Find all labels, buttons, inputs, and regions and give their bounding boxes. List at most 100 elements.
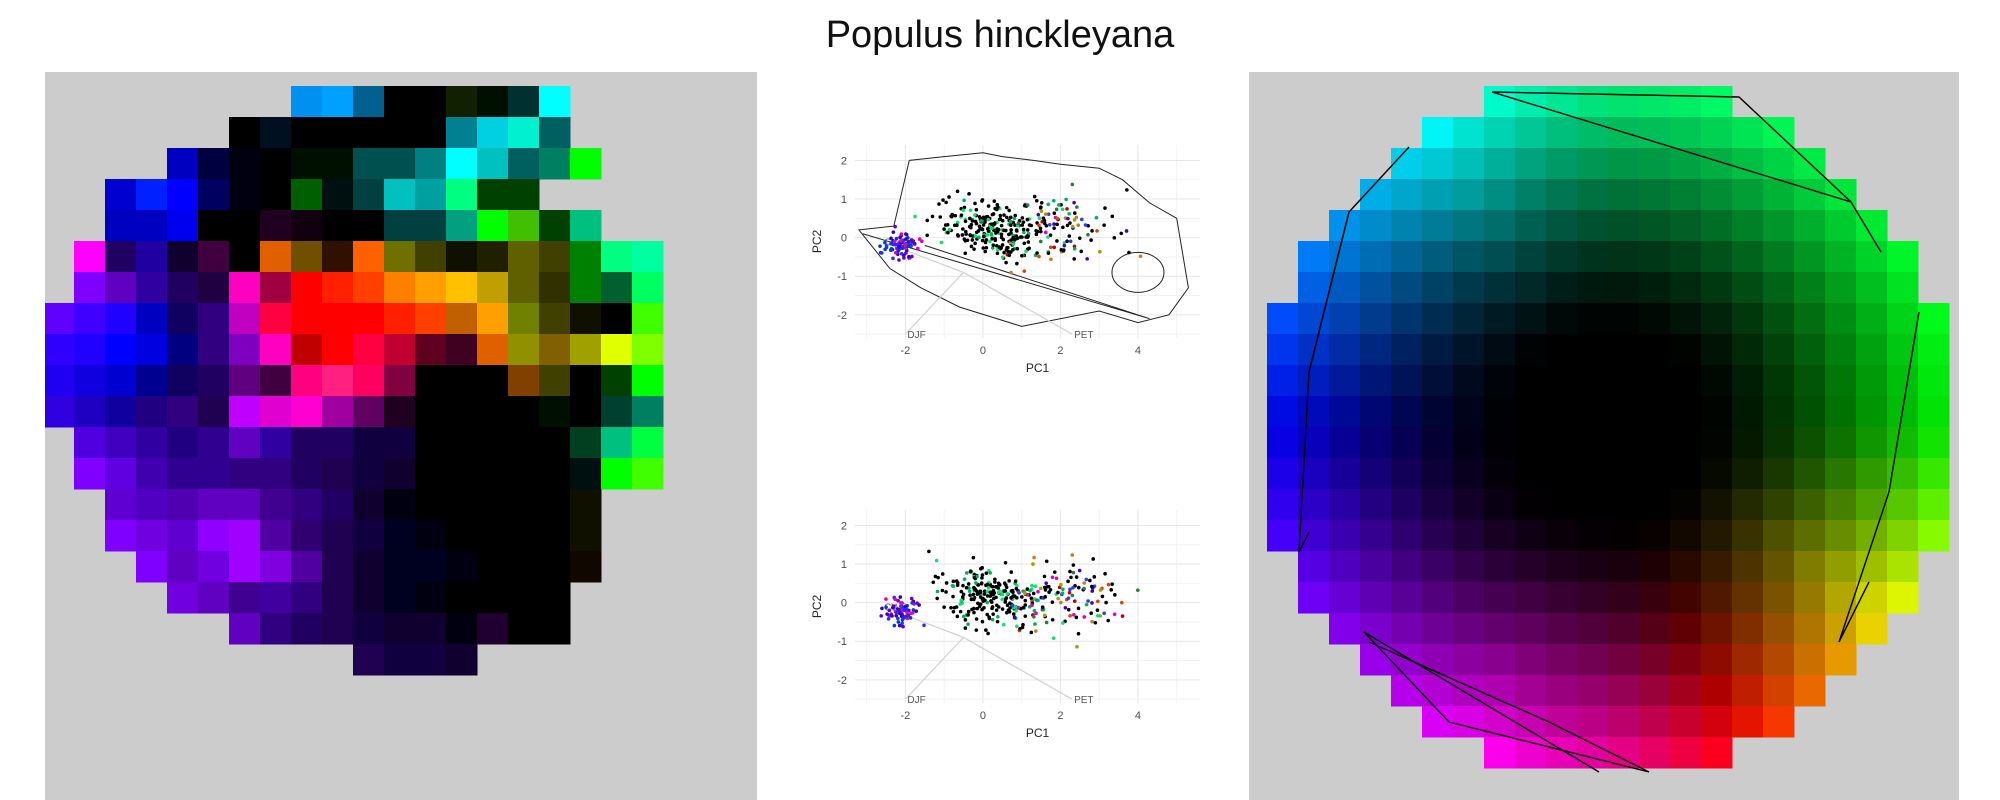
legend-cell [1298,489,1330,521]
grid-cell [353,458,385,490]
legend-cell [1608,582,1640,614]
scatter-point [979,219,984,223]
scatter-point [1061,225,1065,230]
scatter-point [1044,224,1049,228]
y-axis-label: PC2 [810,595,824,619]
grid-cell [229,303,261,335]
grid-cell [353,179,385,211]
grid-cell [415,582,447,614]
legend-cell [1267,427,1299,459]
legend-cell [1701,613,1733,645]
scatter-point [949,214,954,219]
grid-cell [198,272,230,304]
scatter-point [959,213,964,218]
scatter-point [1065,239,1069,244]
grid-cell [105,489,137,521]
legend-cell [1639,365,1671,397]
plot-title: Populus hinckleyana [825,14,1175,56]
scatter-point [899,232,904,236]
scatter-point [1109,588,1113,592]
scatter-point [1089,611,1093,616]
scatter-point [1008,223,1013,227]
legend-cell [1546,241,1578,273]
legend-cell [1670,644,1702,676]
legend-cell [1453,179,1485,211]
legend-cell [1453,272,1485,304]
legend-cell [1732,458,1764,490]
scatter-point [994,584,999,589]
legend-cell [1608,334,1640,366]
legend-cell [1484,148,1516,180]
grid-cell [322,520,354,552]
legend-cell [1422,427,1454,459]
grid-cell [446,458,478,490]
scatter-point [979,581,984,585]
scatter-point [927,549,931,554]
scatter-point [1015,583,1019,588]
scatter-point [998,589,1002,594]
scatter-point [917,237,922,241]
grid-cell [229,582,261,614]
scatter-point [911,608,916,612]
scatter-point [973,234,978,239]
legend-cell [1484,644,1516,676]
scatter-point [1021,227,1026,232]
scatter-point [909,596,914,601]
legend-cell [1267,489,1299,521]
scatter-point [967,192,971,196]
scatter-point [969,597,974,602]
scatter-point [1076,631,1081,636]
legend-cell [1794,303,1826,335]
scatter-point [1090,589,1095,593]
legend-cell [1763,458,1795,490]
legend-cell [1422,303,1454,335]
legend-cell [1484,613,1516,645]
grid-cell [291,303,323,335]
scatter-point [1100,594,1105,599]
scatter-point [1004,215,1009,220]
legend-cell [1763,241,1795,273]
legend-cell [1825,210,1857,242]
scatter-point [1046,235,1050,239]
scatter-point [1019,235,1023,239]
legend-cell [1701,365,1733,397]
legend-cell [1639,675,1671,707]
grid-cell [136,458,168,490]
legend-cell [1577,706,1609,738]
scatter-point [1042,218,1047,223]
scatter-point [1000,255,1005,259]
grid-cell [322,365,354,397]
grid-cell [291,179,323,211]
scatter-point [963,618,968,622]
legend-cell [1577,241,1609,273]
grid-cell [291,489,323,521]
grid-cell [229,427,261,459]
legend-cell [1825,644,1857,676]
grid-cell [632,272,664,304]
grid-cell [322,241,354,273]
scatter-point [1067,211,1071,216]
legend-cell [1329,613,1361,645]
grid-cell [477,520,509,552]
grid-cell [291,334,323,366]
grid-cell [539,520,571,552]
grid-cell [136,520,168,552]
grid-cell [446,551,478,583]
grid-cell [477,303,509,335]
grid-cell [601,303,633,335]
scatter-point [976,601,980,606]
legend-cell [1856,427,1888,459]
grid-cell [384,365,416,397]
legend-cell [1763,396,1795,428]
legend-cell [1701,179,1733,211]
legend-cell [1887,334,1919,366]
scatter-point [899,238,903,243]
legend-cell [1856,613,1888,645]
grid-cell [508,582,540,614]
legend-cell [1484,489,1516,521]
legend-cell [1763,272,1795,304]
scatter-point [996,605,1001,609]
grid-cell [384,210,416,242]
legend-cell [1484,706,1516,738]
legend-cell [1267,334,1299,366]
